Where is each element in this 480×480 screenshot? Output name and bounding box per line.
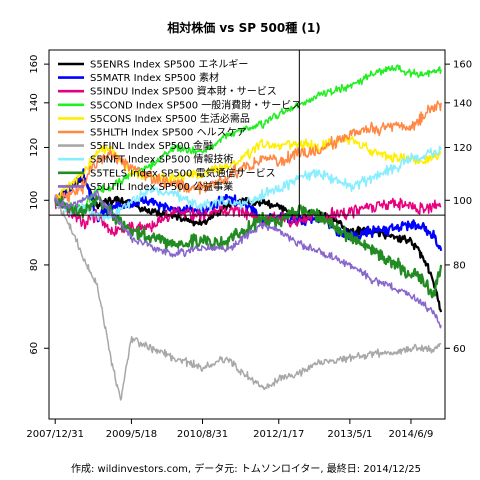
x-tick-label: 2012/1/17 [253,429,304,440]
series-line [54,145,442,222]
series-line [54,100,442,203]
x-tick-label: 2007/12/31 [26,429,84,440]
legend-entry: S5COND Index SP500 一般消費財・サービス [90,98,301,111]
y-tick-label-right: 60 [453,344,466,355]
legend-entry: S5TELS Index SP500 電気通信サービス [90,166,276,179]
axes: 60 60 80 80 100 100 120 120 140 140 160 160 2007/12/… [26,55,472,440]
y-tick-label-left: 100 [29,191,40,210]
series-line [54,195,442,237]
x-tick-label: 2013/5/1 [327,429,372,440]
legend-entry: S5UTIL Index SP500 公益事業 [90,180,233,193]
plot-frame [48,49,446,420]
legend-entry: S5INDU Index SP500 資本財・サービス [90,85,277,98]
x-tick-label: 2009/5/18 [106,429,157,440]
legend-entry: S5CONS Index SP500 生活必需品 [90,112,250,125]
legend-entry: S5MATR Index SP500 素材 [90,71,219,84]
chart-caption: 作成: wildinvestors.com, データ元: トムソンロイター, 最… [71,462,421,475]
x-tick-label: 2010/8/31 [177,429,228,440]
y-tick-label-left: 160 [29,55,40,74]
y-tick-label-right: 140 [453,98,472,109]
series-line [54,200,442,401]
legend-entry: S5HLTH Index SP500 ヘルスケア [90,127,247,139]
y-tick-label-right: 100 [453,196,472,207]
reference-lines [49,50,445,216]
series-layer [54,64,443,401]
y-tick-label-left: 60 [29,342,40,355]
series-line [54,133,442,203]
y-tick-label-right: 160 [453,60,472,71]
y-tick-label-left: 120 [29,138,40,157]
series-line [54,189,442,329]
x-tick-label: 2014/6/9 [389,429,434,440]
legend-entry: S5INFT Index SP500 情報技術 [90,153,233,166]
y-tick-label-right: 80 [453,260,466,271]
y-tick-label-right: 120 [453,143,472,154]
chart-title: 相対株価 vs SP 500種 (1) [167,20,320,35]
series-line [54,193,443,299]
series-line [54,64,442,213]
y-tick-label-left: 80 [29,259,40,272]
legend-entry: S5ENRS Index SP500 エネルギー [90,59,248,71]
legend-entry: S5FINL Index SP500 金融 [90,139,213,152]
series-line [54,171,443,313]
y-tick-label-left: 140 [29,93,40,112]
